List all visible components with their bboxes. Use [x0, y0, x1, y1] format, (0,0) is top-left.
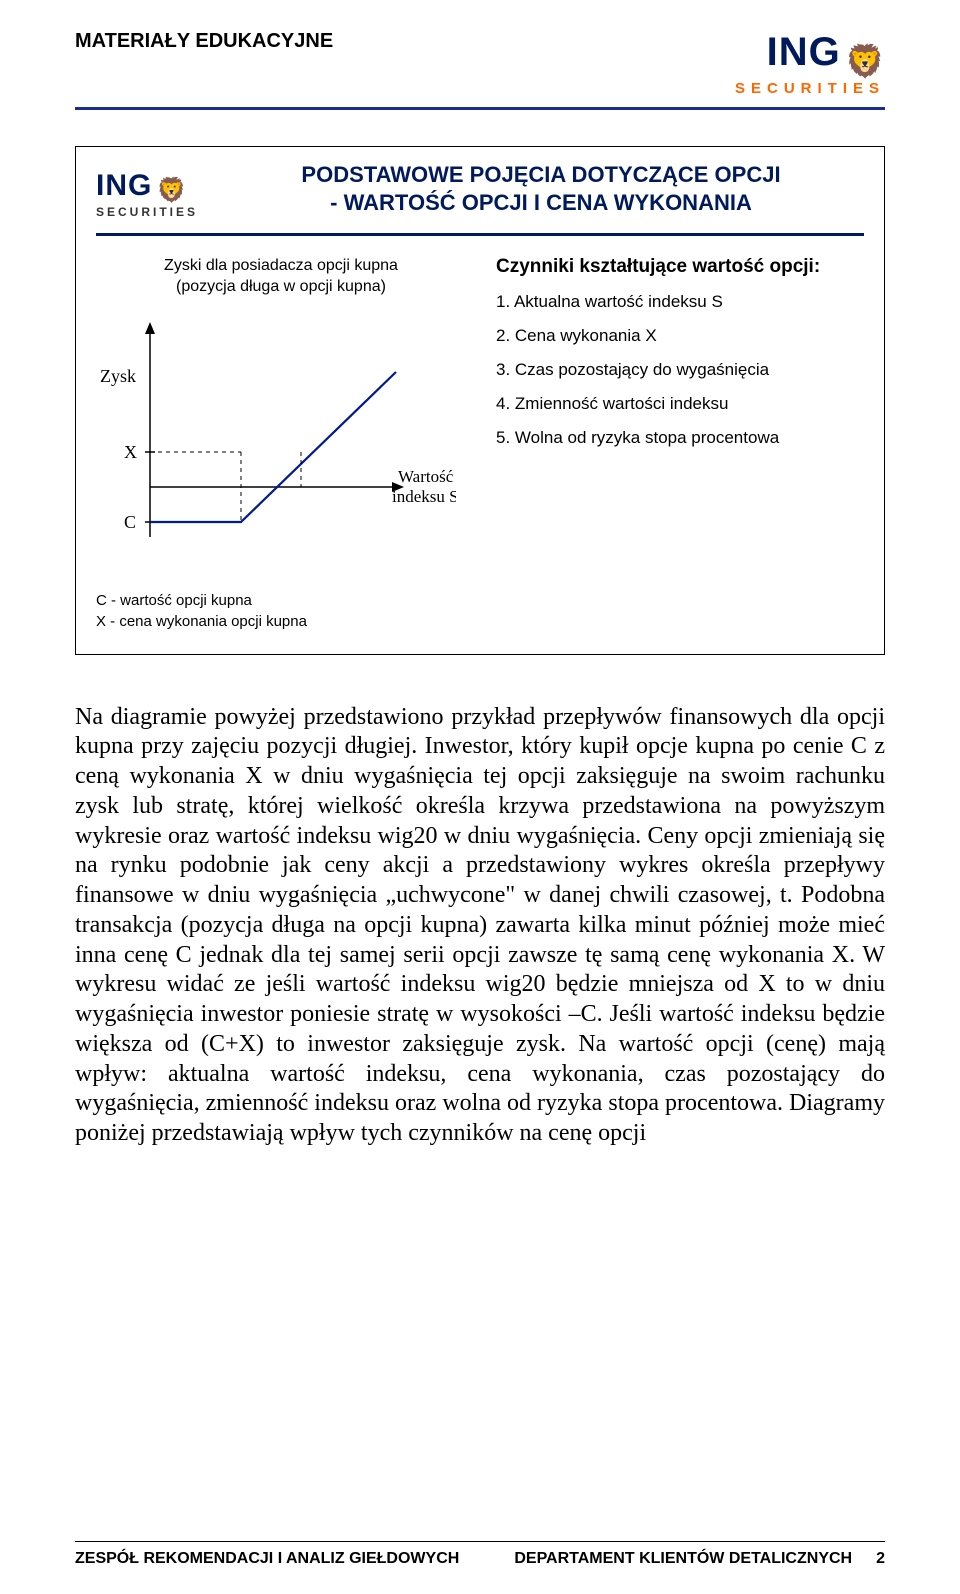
footer-rule: [75, 1541, 885, 1542]
chart-caption-line2: (pozycja długa w opcji kupna): [96, 277, 466, 298]
lion-icon-inset: 🦁: [157, 176, 187, 205]
factor-item: 5. Wolna od ryzyka stopa procentowa: [496, 428, 864, 448]
factor-item: 2. Cena wykonania X: [496, 326, 864, 346]
factor-item: 1. Aktualna wartość indeksu S: [496, 292, 864, 312]
logo-subtext-inset: SECURITIES: [96, 205, 198, 219]
footer-left: ZESPÓŁ REKOMENDACJI I ANALIZ GIEŁDOWYCH: [75, 1550, 459, 1568]
logo-text-inset: ING: [96, 169, 152, 202]
page-header: MATERIAŁY EDUKACYJNE ING 🦁 SECURITIES: [75, 30, 885, 97]
chart-tick-x: X: [124, 442, 137, 462]
footer-right: DEPARTAMENT KLIENTÓW DETALICZNYCH: [514, 1550, 852, 1568]
chart-caption: Zyski dla posiadacza opcji kupna (pozycj…: [96, 256, 466, 298]
body-paragraph: Na diagramie powyżej przedstawiono przyk…: [75, 703, 885, 1149]
legend-x: X - cena wykonania opcji kupna: [96, 611, 466, 632]
chart-tick-c: C: [124, 512, 136, 532]
lion-icon: 🦁: [845, 42, 885, 80]
logo-subtext: SECURITIES: [735, 80, 885, 97]
logo-text: ING: [767, 30, 841, 74]
diagram-panel: ING 🦁 SECURITIES PODSTAWOWE POJĘCIA DOTY…: [75, 146, 885, 655]
chart-area: Zyski dla posiadacza opcji kupna (pozycj…: [96, 256, 466, 632]
header-rule: [75, 107, 885, 110]
factors-title: Czynniki kształtujące wartość opcji:: [496, 256, 864, 278]
chart-xlabel-1: Wartość: [398, 467, 454, 486]
chart-legend: C - wartość opcji kupna X - cena wykonan…: [96, 590, 466, 632]
chart-ylabel: Zysk: [100, 366, 136, 386]
footer-page-number: 2: [876, 1550, 885, 1568]
brand-logo-top: ING 🦁 SECURITIES: [735, 30, 885, 97]
page-category-title: MATERIAŁY EDUKACYJNE: [75, 30, 333, 53]
factor-item: 3. Czas pozostający do wygaśnięcia: [496, 360, 864, 380]
brand-logo-inset: ING 🦁 SECURITIES: [96, 161, 198, 219]
diagram-title: PODSTAWOWE POJĘCIA DOTYCZĄCE OPCJI - WAR…: [218, 161, 864, 218]
chart-caption-line1: Zyski dla posiadacza opcji kupna: [96, 256, 466, 277]
factors-panel: Czynniki kształtujące wartość opcji: 1. …: [496, 256, 864, 632]
diagram-title-line1: PODSTAWOWE POJĘCIA DOTYCZĄCE OPCJI: [218, 161, 864, 190]
chart-xlabel-2: indeksu St: [392, 487, 456, 506]
legend-c: C - wartość opcji kupna: [96, 590, 466, 611]
page-footer: ZESPÓŁ REKOMENDACJI I ANALIZ GIEŁDOWYCH …: [75, 1541, 885, 1568]
diagram-title-line2: - WARTOŚĆ OPCJI I CENA WYKONANIA: [218, 189, 864, 218]
payoff-chart: Zysk X C Wartość indeksu St: [96, 312, 456, 572]
factor-item: 4. Zmienność wartości indeksu: [496, 394, 864, 414]
